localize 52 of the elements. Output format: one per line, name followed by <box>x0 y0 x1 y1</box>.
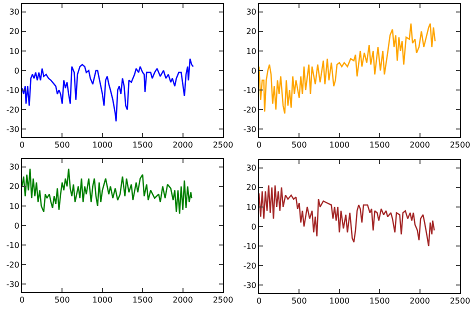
x-tick-label: 2500 <box>212 140 234 150</box>
x-tick-label: 1500 <box>369 140 390 150</box>
x-tick-label: 500 <box>54 140 70 150</box>
y-tick-label: -30 <box>243 280 256 290</box>
x-tick-label: 500 <box>54 296 70 305</box>
y-tick-label: -20 <box>6 260 20 270</box>
x-tick-label: 2000 <box>410 296 430 306</box>
y-tick-label: 20 <box>9 27 20 36</box>
y-tick-label: 10 <box>9 202 20 211</box>
line-series <box>259 184 435 247</box>
x-tick-label: 500 <box>292 296 307 306</box>
y-tick-label: 30 <box>246 8 256 17</box>
y-tick-label: 0 <box>251 66 256 76</box>
y-tick-label: -10 <box>243 242 256 251</box>
x-tick-label: 2500 <box>212 296 234 305</box>
y-tick-label: 20 <box>9 182 20 192</box>
x-tick-label: 500 <box>292 140 307 150</box>
x-tick-label: 2500 <box>450 140 470 150</box>
x-tick-label: 1500 <box>132 296 153 305</box>
y-tick-label: 10 <box>9 46 20 56</box>
x-tick-label: 1500 <box>132 140 153 150</box>
x-tick-label: 1000 <box>92 140 113 150</box>
x-tick-label: 1000 <box>329 296 350 306</box>
y-tick-label: -30 <box>6 280 20 289</box>
y-tick-label: 0 <box>14 66 20 76</box>
y-tick-label: -20 <box>243 105 256 114</box>
y-tick-label: 10 <box>246 202 256 212</box>
y-tick-label: 0 <box>14 221 20 230</box>
y-tick-label: 10 <box>246 46 256 56</box>
x-tick-label: 2000 <box>172 140 193 150</box>
y-tick-label: 20 <box>246 27 256 36</box>
line-series <box>22 168 192 214</box>
y-tick-label: -10 <box>6 240 20 250</box>
y-tick-label: 30 <box>9 162 20 172</box>
x-tick-label: 2000 <box>172 296 193 305</box>
y-tick-label: -30 <box>6 124 20 134</box>
y-tick-label: 30 <box>246 164 256 173</box>
line-series <box>259 22 436 114</box>
y-tick-label: -10 <box>243 86 256 95</box>
x-tick-label: 2500 <box>450 296 470 306</box>
x-tick-label: 1500 <box>369 296 390 306</box>
y-tick-label: 30 <box>9 8 20 17</box>
y-tick-label: 20 <box>246 183 256 192</box>
y-tick-label: -20 <box>243 261 256 270</box>
x-tick-label: 1000 <box>92 296 113 305</box>
x-tick-label: 2000 <box>410 140 430 150</box>
y-tick-label: -10 <box>6 86 20 95</box>
x-tick-label: 1000 <box>329 140 350 150</box>
y-tick-label: -20 <box>6 105 20 114</box>
y-tick-label: 0 <box>251 222 256 232</box>
y-tick-label: -30 <box>243 124 256 134</box>
line-series <box>22 58 194 122</box>
